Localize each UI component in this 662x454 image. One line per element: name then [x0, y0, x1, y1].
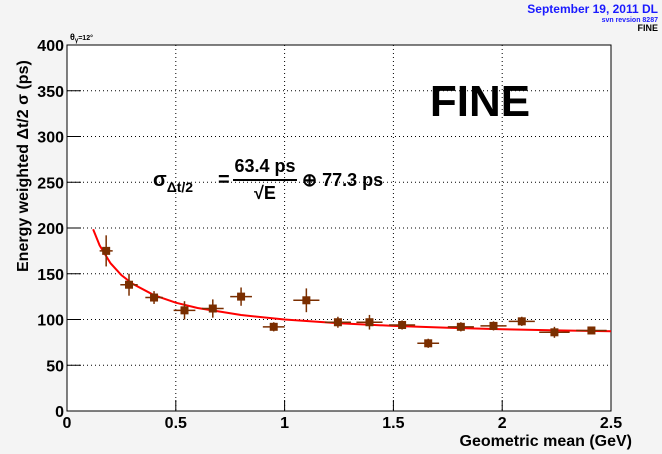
formula-denominator: √E [254, 183, 276, 203]
y-tick-label: 400 [37, 38, 64, 55]
x-tick-label: 1.5 [382, 415, 404, 432]
formula-sigma: σ [153, 169, 167, 191]
formula-lhs: σΔt/2 [153, 169, 193, 195]
angle-rest: =12° [78, 34, 93, 42]
formula-equals: = [218, 169, 230, 191]
date-label: September 19, 2011 DL [527, 2, 658, 16]
big-label: FINE [430, 77, 530, 126]
data-point [489, 321, 498, 330]
data-point [237, 292, 246, 301]
revision-label: svn revsion 8287 [602, 17, 659, 24]
angle-label: θγ=12° [70, 32, 93, 44]
data-point [456, 322, 465, 331]
y-axis-label: Energy weighted Δt/2 σ (ps) [15, 60, 32, 272]
tag-label: FINE [637, 23, 658, 33]
formula-rest: ⊕ 77.3 ps [302, 170, 383, 190]
y-tick-label: 350 [37, 84, 64, 101]
data-point [333, 318, 342, 327]
x-tick-label: 1 [280, 415, 289, 432]
data-point [424, 339, 433, 348]
y-tick-label: 300 [37, 130, 64, 147]
x-tick-label: 0 [63, 415, 72, 432]
y-tick-label: 100 [37, 313, 64, 330]
x-tick-label: 2.5 [600, 415, 622, 432]
y-tick-label: 0 [55, 404, 64, 421]
y-tick-label: 150 [37, 267, 64, 284]
x-tick-label: 2 [498, 415, 507, 432]
data-point [517, 317, 526, 326]
data-point [587, 326, 596, 335]
formula-numerator: 63.4 ps [234, 156, 295, 176]
data-point [102, 246, 111, 255]
data-point [365, 318, 374, 327]
fit-curve [92, 228, 612, 333]
y-tick-label: 250 [37, 175, 64, 192]
data-point [269, 322, 278, 331]
x-tick-label: 0.5 [165, 415, 187, 432]
data-point [208, 304, 217, 313]
data-point [125, 280, 134, 289]
data-point [302, 296, 311, 305]
angle-symbol: θ [70, 32, 75, 42]
plot-frame [66, 44, 612, 412]
y-tick-label: 50 [46, 358, 64, 375]
angle-sub: γ [75, 38, 79, 44]
data-point [180, 306, 189, 315]
x-axis-label: Geometric mean (GeV) [460, 433, 633, 450]
data-point [150, 293, 159, 302]
formula-sub: Δt/2 [167, 179, 194, 195]
data-point [550, 328, 559, 337]
formula: σΔt/2 = 63.4 ps √E ⊕ 77.3 ps [153, 156, 383, 203]
y-tick-label: 200 [37, 221, 64, 238]
data-point [398, 320, 407, 329]
